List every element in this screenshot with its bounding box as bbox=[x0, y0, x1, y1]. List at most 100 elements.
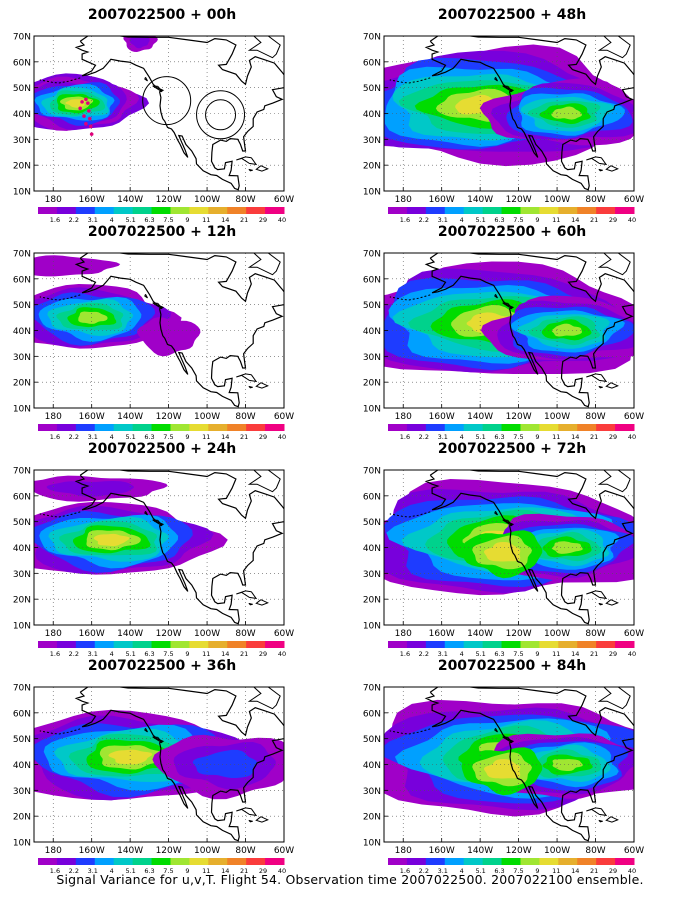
panel-title: 2007022500 + 24h bbox=[87, 441, 237, 457]
colorbar-swatch bbox=[246, 641, 266, 648]
colorbar-label: 7.5 bbox=[513, 867, 523, 875]
colorbar-label: 29 bbox=[609, 650, 617, 658]
colorbar-label: 3.1 bbox=[88, 216, 98, 224]
lon-tick-label: 120W bbox=[156, 629, 182, 639]
colorbar-swatch bbox=[75, 858, 96, 865]
lon-tick-label: 160W bbox=[429, 412, 455, 422]
variance-contour bbox=[129, 36, 150, 49]
target-circle bbox=[205, 99, 237, 131]
lat-tick-label: 60N bbox=[13, 58, 31, 68]
colorbar-swatch bbox=[615, 424, 635, 431]
colorbar-label: 7.5 bbox=[163, 650, 173, 658]
variance-contour bbox=[192, 749, 258, 778]
lon-tick-label: 60W bbox=[274, 412, 294, 422]
colorbar-label: 7.5 bbox=[163, 433, 173, 441]
lat-tick-label: 40N bbox=[363, 761, 381, 771]
lon-tick-label: 140W bbox=[117, 629, 143, 639]
colorbar-swatch bbox=[425, 858, 446, 865]
lon-tick-label: 80W bbox=[235, 412, 255, 422]
colorbar-swatch bbox=[463, 207, 484, 214]
lat-tick-label: 60N bbox=[363, 492, 381, 502]
colorbar-swatch bbox=[113, 424, 134, 431]
variance-contour bbox=[552, 759, 583, 771]
observation-dot bbox=[80, 100, 84, 104]
lat-tick-label: 70N bbox=[13, 250, 31, 260]
colorbar-swatch bbox=[38, 424, 58, 431]
colorbar-label: 11 bbox=[202, 650, 210, 658]
lat-tick-label: 50N bbox=[13, 518, 31, 528]
lat-tick-label: 20N bbox=[363, 596, 381, 606]
colorbar-label: 6.3 bbox=[144, 650, 154, 658]
lat-tick-label: 10N bbox=[363, 405, 381, 415]
colorbar-swatch bbox=[94, 207, 115, 214]
colorbar-label: 1.6 bbox=[50, 867, 60, 875]
lat-tick-label: 10N bbox=[363, 622, 381, 632]
lat-tick-label: 50N bbox=[363, 735, 381, 745]
colorbar-swatch bbox=[615, 858, 635, 865]
lon-tick-label: 180 bbox=[395, 629, 412, 639]
colorbar-label: 6.3 bbox=[494, 650, 504, 658]
coastline bbox=[74, 253, 284, 408]
colorbar-swatch bbox=[208, 424, 228, 431]
colorbar-swatch bbox=[425, 641, 446, 648]
lon-tick-label: 120W bbox=[506, 195, 532, 205]
colorbar-swatch bbox=[463, 641, 484, 648]
colorbar-swatch bbox=[246, 424, 266, 431]
colorbar-label: 11 bbox=[552, 216, 560, 224]
colorbar-swatch bbox=[56, 424, 77, 431]
colorbar-swatch bbox=[444, 207, 465, 214]
lon-tick-label: 80W bbox=[585, 195, 605, 205]
lat-tick-label: 10N bbox=[13, 622, 31, 632]
colorbar-label: 21 bbox=[590, 867, 598, 875]
colorbar-swatch bbox=[406, 207, 427, 214]
map-panel: 2007022500 + 60h 70N 60N 50N 40N 30N 20N 10N 180… bbox=[362, 223, 662, 441]
lon-tick-label: 160W bbox=[79, 846, 105, 856]
colorbar-label: 9 bbox=[535, 867, 539, 875]
colorbar-swatch bbox=[501, 858, 521, 865]
lon-tick-label: 180 bbox=[395, 412, 412, 422]
observation-dot bbox=[84, 122, 88, 126]
colorbar-swatch bbox=[406, 424, 427, 431]
colorbar-swatch bbox=[208, 858, 228, 865]
colorbar-label: 11 bbox=[552, 650, 560, 658]
variance-map: 70N 60N 50N 40N 30N 20N 10N 180 160W 140W 120W 100W… bbox=[363, 467, 644, 659]
colorbar-label: 1.6 bbox=[50, 650, 60, 658]
lon-tick-label: 180 bbox=[45, 412, 62, 422]
colorbar-label: 3.1 bbox=[88, 650, 98, 658]
lat-tick-label: 60N bbox=[363, 709, 381, 719]
lat-tick-label: 30N bbox=[13, 353, 31, 363]
lon-tick-label: 120W bbox=[506, 846, 532, 856]
colorbar-label: 2.2 bbox=[419, 867, 429, 875]
colorbar-label: 21 bbox=[240, 433, 248, 441]
colorbar-label: 2.2 bbox=[419, 433, 429, 441]
colorbar-swatch bbox=[227, 858, 247, 865]
colorbar-label: 6.3 bbox=[144, 433, 154, 441]
lon-tick-label: 100W bbox=[544, 846, 570, 856]
colorbar-swatch bbox=[38, 207, 58, 214]
colorbar-label: 29 bbox=[259, 650, 267, 658]
lat-tick-label: 70N bbox=[363, 684, 381, 694]
panel-title: 2007022500 + 00h bbox=[87, 7, 237, 23]
colorbar-swatch bbox=[388, 424, 408, 431]
lat-tick-label: 40N bbox=[13, 761, 31, 771]
colorbar-label: 3.1 bbox=[438, 650, 448, 658]
colorbar-label: 21 bbox=[590, 650, 598, 658]
observation-dot bbox=[87, 116, 92, 121]
lat-tick-label: 30N bbox=[363, 136, 381, 146]
lon-tick-label: 160W bbox=[79, 629, 105, 639]
colorbar-label: 14 bbox=[221, 433, 229, 441]
lon-tick-label: 140W bbox=[467, 846, 493, 856]
colorbar-swatch bbox=[406, 858, 427, 865]
colorbar-label: 4 bbox=[460, 216, 464, 224]
colorbar-swatch bbox=[208, 207, 228, 214]
colorbar-label: 5.1 bbox=[475, 650, 485, 658]
colorbar-swatch bbox=[265, 641, 285, 648]
colorbar-label: 4 bbox=[110, 867, 114, 875]
lat-tick-label: 70N bbox=[13, 33, 31, 43]
coastline bbox=[74, 687, 284, 842]
lat-tick-label: 60N bbox=[13, 275, 31, 285]
colorbar-label: 40 bbox=[278, 216, 286, 224]
coastline bbox=[424, 253, 634, 408]
colorbar-swatch bbox=[444, 858, 465, 865]
lat-tick-label: 30N bbox=[13, 570, 31, 580]
